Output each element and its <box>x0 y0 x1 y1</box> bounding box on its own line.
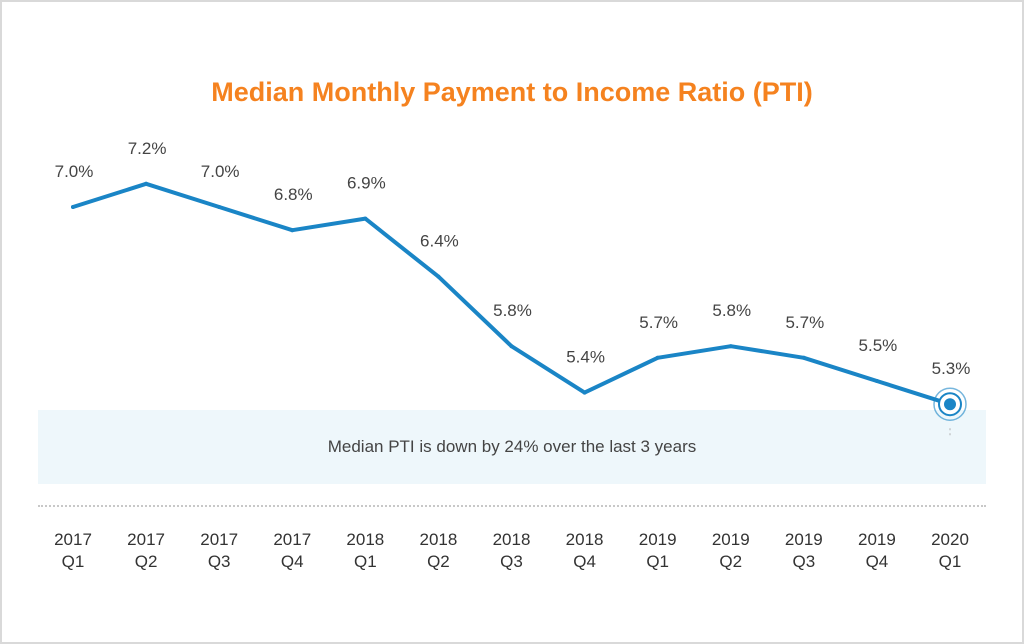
data-point <box>363 216 368 221</box>
x-tick-label: 2017 Q2 <box>127 530 165 571</box>
annotation-text: Median PTI is down by 24% over the last … <box>327 437 697 456</box>
data-point <box>655 355 660 360</box>
data-point <box>874 379 879 383</box>
x-tick-label: 2019 Q4 <box>858 530 896 571</box>
data-label: 7.0% <box>55 162 94 181</box>
data-label: 6.9% <box>347 174 386 193</box>
data-point <box>144 181 149 186</box>
x-tick-label: 2019 Q2 <box>712 530 750 571</box>
data-point <box>71 205 75 209</box>
data-label: 5.8% <box>712 301 751 320</box>
data-label: 5.7% <box>639 313 678 332</box>
data-label: 5.5% <box>859 336 898 355</box>
annotation-banner: Median PTI is down by 24% over the last … <box>38 410 986 484</box>
x-tick-label: 2018 Q3 <box>493 530 531 571</box>
x-tick-label: 2018 Q1 <box>346 530 384 571</box>
x-tick-label: 2017 Q1 <box>54 530 92 571</box>
dotted-divider <box>38 505 986 507</box>
x-tick-label: 2018 Q4 <box>566 530 604 571</box>
data-point <box>933 387 967 439</box>
data-label: 6.8% <box>274 185 313 204</box>
data-point <box>801 355 806 360</box>
x-tick-label: 2017 Q4 <box>273 530 311 571</box>
x-tick-label: 2018 Q2 <box>420 530 458 571</box>
data-point <box>217 205 222 209</box>
x-tick-label: 2017 Q3 <box>200 530 238 571</box>
data-point <box>509 344 514 349</box>
data-label: 5.4% <box>566 348 605 367</box>
data-point <box>728 344 733 349</box>
series-line <box>71 181 952 407</box>
data-label: 5.7% <box>785 313 824 332</box>
data-label: 5.8% <box>493 301 532 320</box>
data-label: 7.0% <box>201 162 240 181</box>
data-point <box>582 390 587 395</box>
chart-title: Median Monthly Payment to Income Ratio (… <box>211 77 813 107</box>
x-tick-label: 2019 Q3 <box>785 530 823 571</box>
data-label: 6.4% <box>420 232 459 251</box>
x-tick-label: 2020 Q1 <box>931 530 969 571</box>
data-point <box>436 274 441 279</box>
x-tick-label: 2019 Q1 <box>639 530 677 571</box>
data-label: 5.3% <box>932 359 971 378</box>
data-point <box>290 228 295 233</box>
data-label: 7.2% <box>128 139 167 158</box>
